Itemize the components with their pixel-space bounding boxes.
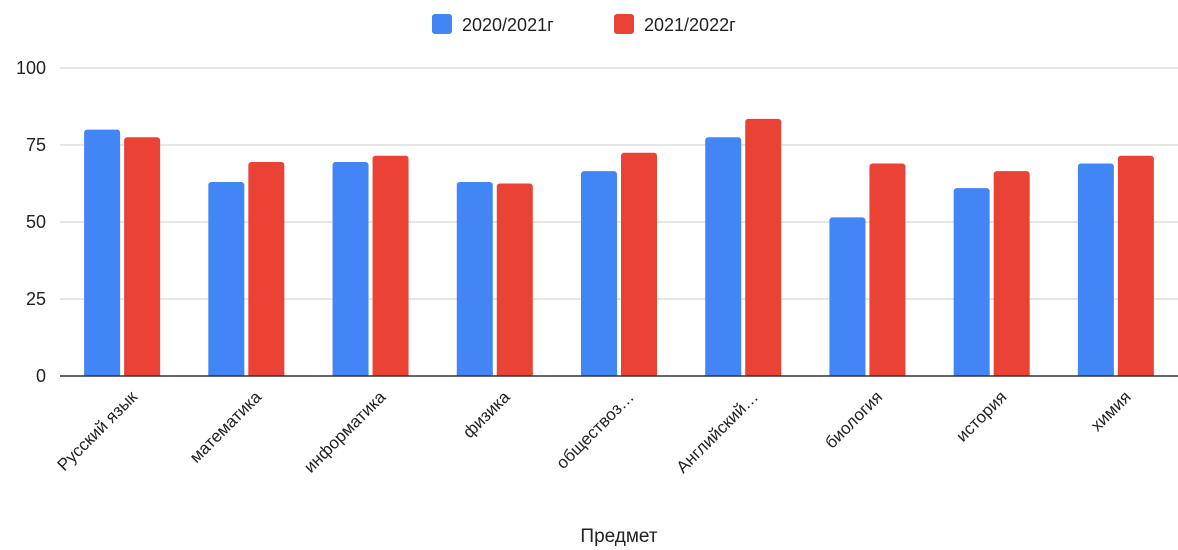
bar-base-2-4 <box>496 372 533 376</box>
bar-base-2-2 <box>248 372 285 376</box>
legend-swatch-2020-2021 <box>432 14 452 34</box>
y-tick-label: 50 <box>26 212 46 232</box>
bar-2-2 <box>248 161 285 376</box>
legend-swatch-2021-2022 <box>614 14 634 34</box>
bar-1-7 <box>829 217 866 376</box>
x-tick-label: Русский язык <box>54 387 142 475</box>
bar-2-9 <box>1117 155 1154 376</box>
bar-base-1-4 <box>456 372 493 376</box>
legend-label-2020-2021: 2020/2021г <box>462 15 554 35</box>
bar-base-1-9 <box>1077 372 1114 376</box>
bar-1-8 <box>953 188 990 376</box>
y-tick-label: 25 <box>26 289 46 309</box>
bar-1-9 <box>1077 163 1114 376</box>
x-tick-label: биология <box>821 387 886 452</box>
bar-1-4 <box>456 181 493 376</box>
bar-base-1-3 <box>332 372 369 376</box>
x-axis-ticks: Русский язык математика информатика физика о… <box>54 387 1135 477</box>
x-tick-label: физика <box>459 387 514 442</box>
bar-1-3 <box>332 161 369 376</box>
bar-base-2-7 <box>869 372 906 376</box>
bar-1-1 <box>84 129 121 376</box>
gridlines <box>60 67 1178 300</box>
bar-1-6 <box>705 137 742 376</box>
bar-base-2-8 <box>993 372 1030 376</box>
bar-2-4 <box>496 183 533 376</box>
bar-1-5 <box>581 171 617 376</box>
bar-base-2-1 <box>124 372 161 376</box>
legend-label-2021-2022: 2021/2022г <box>644 15 736 35</box>
x-tick-label: математика <box>186 387 266 467</box>
x-tick-label: химия <box>1087 387 1135 435</box>
bar-2-6 <box>745 118 782 376</box>
bar-base-1-2 <box>208 372 245 376</box>
bar-base-1-6 <box>705 372 742 376</box>
x-tick-label: информатика <box>300 387 390 477</box>
bar-2-3 <box>372 155 409 376</box>
bar-2-1 <box>124 137 161 376</box>
bar-base-2-6 <box>745 372 782 376</box>
bar-base-2-5 <box>621 372 657 376</box>
y-tick-label: 75 <box>26 135 46 155</box>
bar-2-8 <box>993 171 1030 376</box>
x-tick-label: обществоз… <box>553 387 638 472</box>
bar-base-2-9 <box>1117 372 1154 376</box>
x-axis-title: Предмет <box>580 526 657 547</box>
bar-base-1-7 <box>829 372 866 376</box>
bar-base-2-3 <box>372 372 409 376</box>
bar-2-5 <box>621 152 657 376</box>
y-tick-label: 0 <box>36 366 46 386</box>
y-tick-label: 100 <box>16 58 46 78</box>
x-tick-label: Английский… <box>673 387 762 476</box>
y-axis-ticks: 0 25 50 75 100 <box>16 58 46 386</box>
bars <box>84 118 1154 376</box>
bar-2-7 <box>869 163 906 376</box>
x-tick-label: история <box>952 387 1010 445</box>
bar-1-2 <box>208 181 245 376</box>
bar-base-1-5 <box>581 372 617 376</box>
bar-base-1-8 <box>953 372 990 376</box>
legend: 2020/2021г 2021/2022г <box>432 14 736 35</box>
bar-base-1-1 <box>84 372 121 376</box>
